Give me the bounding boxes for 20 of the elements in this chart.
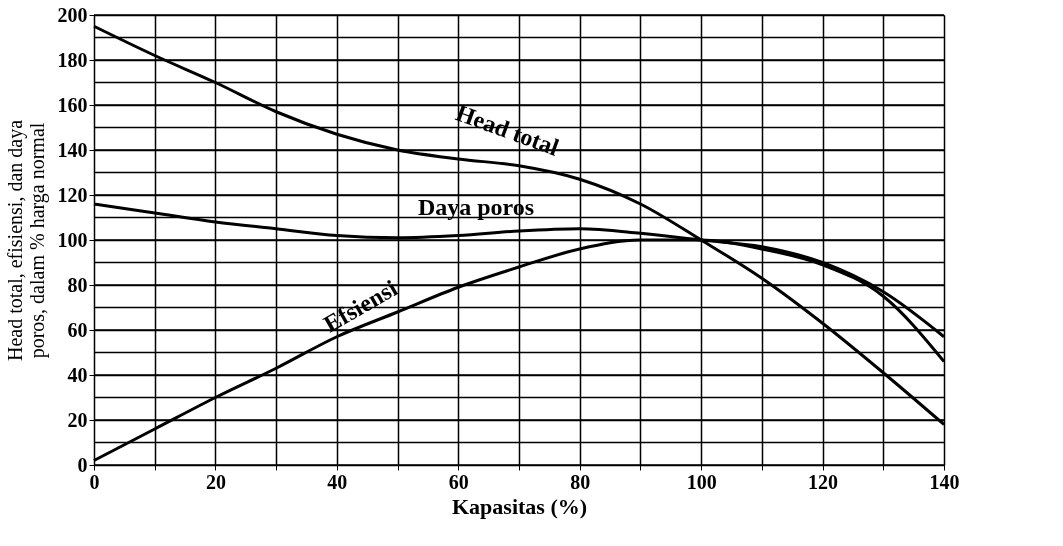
x-tick-label: 60 xyxy=(448,470,469,493)
x-tick-label: 100 xyxy=(686,470,717,493)
x-tick-label: 140 xyxy=(929,470,960,493)
y-tick-label: 140 xyxy=(57,138,88,161)
x-tick-label: 120 xyxy=(808,470,839,493)
y-tick-label: 40 xyxy=(67,363,88,386)
y-axis-title: Head total, efisiensi, dan daya poros, dalam % harga normal xyxy=(3,119,49,362)
y-tick-label: 60 xyxy=(67,318,88,341)
y-tick-label: 160 xyxy=(57,93,88,116)
y-tick-label: 200 xyxy=(57,3,88,26)
y-tick-label: 20 xyxy=(67,408,88,431)
x-tick-label: 40 xyxy=(327,470,348,493)
y-tick-label: 100 xyxy=(57,228,88,251)
x-tick-label: 80 xyxy=(570,470,591,493)
x-tick-label: 20 xyxy=(205,470,226,493)
y-tick-label: 120 xyxy=(57,183,88,206)
y-tick-label: 180 xyxy=(57,48,88,71)
y-tick-label: 80 xyxy=(67,273,88,296)
x-axis-title: Kapasitas (%) xyxy=(451,493,588,519)
y-tick-label: 0 xyxy=(77,453,88,476)
